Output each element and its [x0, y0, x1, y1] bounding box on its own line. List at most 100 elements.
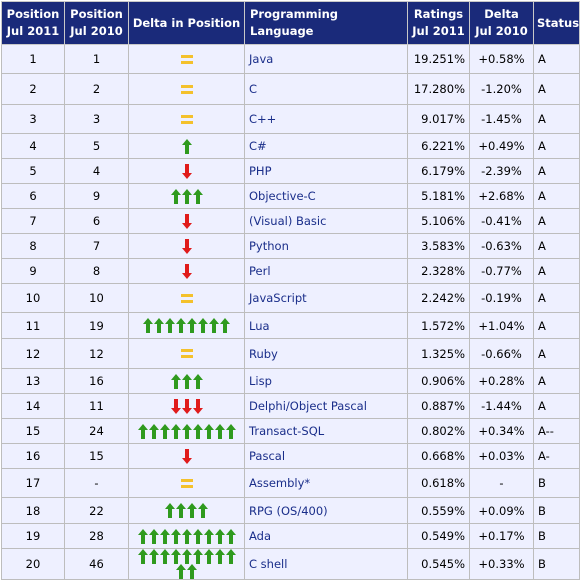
language-link[interactable]: Ruby: [249, 346, 278, 361]
language-cell: Assembly*: [244, 468, 408, 498]
language-link[interactable]: Delphi/Object Pascal: [249, 399, 367, 413]
table-row: 7 6 (Visual) Basic 5.106% -0.41% A: [1, 208, 580, 234]
language-link[interactable]: Ada: [249, 529, 272, 543]
header-position-2010: Position Jul 2010: [64, 1, 129, 45]
delta-position-cell: [128, 233, 245, 259]
status-cell: A: [533, 393, 580, 419]
arrow-up-icon: [192, 373, 203, 389]
language-cell: C#: [244, 133, 408, 159]
language-link[interactable]: Transact-SQL: [249, 424, 325, 438]
arrow-up-icon: [176, 503, 186, 518]
status-cell: A: [533, 338, 580, 369]
language-link[interactable]: C#: [249, 139, 267, 153]
delta-2010-cell: +2.68%: [469, 183, 534, 209]
delta-position-cell: [128, 338, 245, 369]
ratings-cell: 0.618%: [407, 468, 470, 498]
language-link[interactable]: Pascal: [249, 449, 286, 463]
arrow-down-icon: [181, 163, 192, 179]
arrow-up-icon: [181, 138, 192, 154]
position-2010-cell: 28: [64, 523, 129, 549]
position-2011-cell: 2: [1, 73, 65, 105]
language-link[interactable]: C shell: [249, 557, 288, 571]
arrow-up-icon: [159, 549, 170, 564]
delta-2010-cell: +0.03%: [469, 443, 534, 469]
language-link[interactable]: Python: [249, 239, 289, 253]
arrow-up-icon: [170, 549, 181, 564]
header-status: Status: [533, 1, 580, 45]
arrow-up-icon: [176, 564, 186, 579]
delta-position-cell: [128, 497, 245, 524]
delta-position-cell: [128, 158, 245, 184]
position-2010-cell: 4: [64, 158, 129, 184]
position-2010-cell: 10: [64, 283, 129, 313]
status-cell: A: [533, 133, 580, 159]
position-2010-cell: 8: [64, 258, 129, 284]
status-cell: B: [533, 468, 580, 498]
language-cell: Python: [244, 233, 408, 259]
language-link[interactable]: Lisp: [249, 374, 272, 388]
table-row: 19 28 Ada 0.549% +0.17% B: [1, 523, 580, 549]
language-cell: PHP: [244, 158, 408, 184]
delta-2010-cell: -1.20%: [469, 73, 534, 105]
table-row: 13 16 Lisp 0.906% +0.28% A: [1, 368, 580, 394]
delta-2010-cell: -1.45%: [469, 104, 534, 134]
arrow-up-icon: [198, 503, 208, 518]
language-cell: Java: [244, 44, 408, 74]
delta-position-cell: [128, 183, 245, 209]
position-2011-cell: 11: [1, 312, 65, 339]
arrow-up-icon: [181, 528, 192, 544]
language-link[interactable]: (Visual) Basic: [249, 214, 327, 228]
ratings-cell: 0.545%: [407, 548, 470, 580]
delta-2010-cell: -2.39%: [469, 158, 534, 184]
language-link[interactable]: Assembly*: [249, 476, 311, 490]
arrow-up-icon: [187, 503, 197, 518]
delta-2010-cell: +0.49%: [469, 133, 534, 159]
delta-2010-cell: -: [469, 468, 534, 498]
language-cell: Transact-SQL: [244, 418, 408, 444]
position-2010-cell: 16: [64, 368, 129, 394]
language-link[interactable]: PHP: [249, 164, 272, 178]
language-cell: C++: [244, 104, 408, 134]
position-2010-cell: 12: [64, 338, 129, 369]
language-cell: Perl: [244, 258, 408, 284]
language-link[interactable]: Lua: [249, 318, 270, 333]
language-link[interactable]: C: [249, 82, 258, 96]
arrow-up-icon: [170, 528, 181, 544]
status-cell: A: [533, 158, 580, 184]
header-ratings: Ratings Jul 2011: [407, 1, 470, 45]
position-2011-cell: 9: [1, 258, 65, 284]
language-link[interactable]: Java: [249, 52, 274, 66]
table-row: 15 24 Transact-SQL 0.802% +0.34% A--: [1, 418, 580, 444]
status-cell: A: [533, 368, 580, 394]
delta-2010-cell: -0.66%: [469, 338, 534, 369]
equal-icon: [180, 114, 193, 124]
arrow-up-icon: [209, 318, 219, 333]
ratings-cell: 3.583%: [407, 233, 470, 259]
language-link[interactable]: Perl: [249, 264, 271, 278]
ratings-cell: 0.668%: [407, 443, 470, 469]
delta-2010-cell: +0.09%: [469, 497, 534, 524]
position-2011-cell: 10: [1, 283, 65, 313]
ratings-cell: 9.017%: [407, 104, 470, 134]
status-cell: A: [533, 104, 580, 134]
arrow-up-icon: [214, 528, 225, 544]
arrow-up-icon: [137, 528, 148, 544]
language-link[interactable]: RPG (OS/400): [249, 503, 328, 518]
ratings-cell: 0.802%: [407, 418, 470, 444]
language-link[interactable]: Objective-C: [249, 189, 316, 203]
equal-icon: [180, 349, 193, 358]
language-link[interactable]: JavaScript: [249, 291, 307, 305]
equal-icon: [180, 478, 193, 488]
arrow-up-icon: [225, 528, 236, 544]
table-row: 12 12 Ruby 1.325% -0.66% A: [1, 338, 580, 369]
delta-2010-cell: -0.63%: [469, 233, 534, 259]
arrow-down-icon: [181, 263, 192, 279]
arrow-up-icon: [170, 423, 181, 439]
position-2010-cell: 19: [64, 312, 129, 339]
position-2011-cell: 3: [1, 104, 65, 134]
position-2011-cell: 19: [1, 523, 65, 549]
header-position-2011: Position Jul 2011: [1, 1, 65, 45]
ratings-cell: 0.559%: [407, 497, 470, 524]
language-link[interactable]: C++: [249, 112, 277, 126]
header-delta-2010: Delta Jul 2010: [469, 1, 534, 45]
